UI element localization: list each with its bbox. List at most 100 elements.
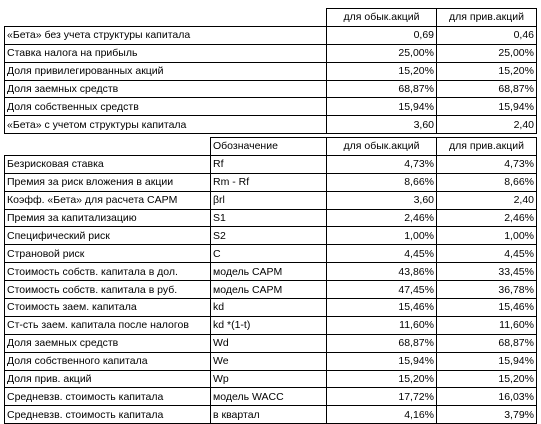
table-cell: 15,20% (436, 369, 537, 389)
table-cell: βrl (210, 190, 327, 210)
table-row: «Бета» без учета структуры капитала 0,69 0… (4, 25, 537, 45)
table-cell: Специфический риск (4, 226, 211, 246)
table-cell: Премия за риск вложения в акции (4, 172, 211, 192)
table-cell: Wp (210, 369, 327, 389)
wacc-table: Обозначение для обык.акций для прив.акций Б… (4, 137, 537, 424)
table-row: Премия за капитализацию S1 2,46% 2,46% (4, 208, 537, 228)
table-cell: 15,94% (436, 351, 537, 371)
table-cell: 68,87% (436, 79, 537, 99)
table-cell: 36,78% (436, 280, 537, 300)
table-cell: 68,87% (436, 333, 537, 353)
table-cell: 3,60 (326, 115, 437, 135)
table-cell: 68,87% (326, 333, 437, 353)
table-cell: 4,45% (326, 244, 437, 264)
table-cell: Коэфф. «Бета» для расчета CAPM (4, 190, 211, 210)
table-cell: «Бета» без учета структуры капитала (4, 25, 211, 45)
table-cell: kd *(1-t) (210, 315, 327, 335)
table-cell: 15,20% (326, 369, 437, 389)
table-cell: 17,72% (326, 387, 437, 407)
table-row: Доля прив. акций Wp 15,20% 15,20% (4, 369, 537, 389)
table-row: Стоимость собств. капитала в руб. модель … (4, 280, 537, 300)
table-cell: 8,66% (326, 172, 437, 192)
table-cell: 2,46% (436, 208, 537, 228)
column-header: Обозначение (210, 137, 327, 156)
table-row: Доля собственных средств 15,94% 15,94% (4, 97, 537, 117)
table-cell: модель CAPM (210, 280, 327, 300)
table-cell: 15,94% (436, 97, 537, 117)
table-row: Безрисковая ставка Rf 4,73% 4,73% (4, 154, 537, 174)
table-cell: 2,40 (436, 115, 537, 135)
table-header-row: для обык.акций для прив.акций (5, 8, 537, 27)
column-header: для прив.акций (436, 137, 537, 156)
table-cell: в квартал (210, 405, 327, 424)
table-cell: S2 (210, 226, 327, 246)
table-row: Премия за риск вложения в акции Rm - Rf 8,… (4, 172, 537, 192)
table-cell: kd (210, 298, 327, 317)
column-header (5, 9, 211, 27)
table-cell: 43,86% (326, 262, 437, 282)
beta-table: для обык.акций для прив.акций «Бета» без у… (4, 8, 537, 135)
table-cell: модель CAPM (210, 262, 327, 282)
table-row: Стоимость заем. капитала kd 15,46% 15,46% (4, 298, 537, 317)
table-cell: 15,94% (326, 351, 437, 371)
table-cell: Доля заемных средств (4, 79, 211, 99)
table-cell: Ставка налога на прибыль (4, 43, 211, 63)
table-row: Доля привилегированных акций 15,20% 15,20% (4, 61, 537, 81)
table-cell: «Бета» с учетом структуры капитала (4, 115, 211, 135)
table-cell: 15,20% (436, 61, 537, 81)
table-cell: Ст-сть заем. капитала после налогов (4, 315, 211, 335)
table-row: Стоимость собств. капитала в дол. модель … (4, 262, 537, 282)
table-cell: S1 (210, 208, 327, 228)
table-cell: 25,00% (436, 43, 537, 63)
table-header-row: Обозначение для обык.акций для прив.акций (5, 137, 537, 156)
table-cell (210, 79, 327, 99)
table-cell (210, 43, 327, 63)
column-header: для обык.акций (326, 8, 437, 27)
column-header (5, 138, 211, 156)
table-cell: модель WACC (210, 387, 327, 407)
column-header (211, 9, 327, 27)
table-row: Коэфф. «Бета» для расчета CAPM βrl 3,60 2,4… (4, 190, 537, 210)
table-cell: Стоимость собств. капитала в руб. (4, 280, 211, 300)
table-row: Доля заемных средств Wd 68,87% 68,87% (4, 333, 537, 353)
table-row: Средневзв. стоимость капитала в квартал 4,… (4, 405, 537, 424)
table-cell (210, 25, 327, 45)
table-cell: Wd (210, 333, 327, 353)
table-cell: 4,73% (436, 154, 537, 174)
table-row: Доля собственного капитала We 15,94% 15,94% (4, 351, 537, 371)
table-row: «Бета» с учетом структуры капитала 3,60 2,… (4, 115, 537, 135)
table-cell: 2,40 (436, 190, 537, 210)
table-cell: 0,69 (326, 25, 437, 45)
table-cell: 11,60% (326, 315, 437, 335)
table-row: Специфический риск S2 1,00% 1,00% (4, 226, 537, 246)
table-cell: 15,46% (326, 298, 437, 317)
table-cell: Стоимость собств. капитала в дол. (4, 262, 211, 282)
column-header: для обык.акций (326, 137, 437, 156)
table-cell: Доля собственного капитала (4, 351, 211, 371)
table-cell: 4,45% (436, 244, 537, 264)
table-row: Страновой риск C 4,45% 4,45% (4, 244, 537, 264)
table-cell: 15,46% (436, 298, 537, 317)
table-cell: Доля собственных средств (4, 97, 211, 117)
table-cell: 15,94% (326, 97, 437, 117)
table-cell: 2,46% (326, 208, 437, 228)
table-row: Доля заемных средств 68,87% 68,87% (4, 79, 537, 99)
table-cell: Средневзв. стоимость капитала (4, 387, 211, 407)
table-cell: Средневзв. стоимость капитала (4, 405, 211, 424)
table-row: Средневзв. стоимость капитала модель WACC… (4, 387, 537, 407)
table-cell: Доля привилегированных акций (4, 61, 211, 81)
table-cell: Стоимость заем. капитала (4, 298, 211, 317)
table-cell: 15,20% (326, 61, 437, 81)
table-cell: C (210, 244, 327, 264)
column-header: для прив.акций (436, 8, 537, 27)
table-cell: We (210, 351, 327, 371)
table-cell: 33,45% (436, 262, 537, 282)
table-cell (210, 115, 327, 135)
table-row: Ст-сть заем. капитала после налогов kd *(… (4, 315, 537, 335)
table-cell: 1,00% (326, 226, 437, 246)
table-cell: 8,66% (436, 172, 537, 192)
table-cell: Страновой риск (4, 244, 211, 264)
table-cell: Rm - Rf (210, 172, 327, 192)
table-cell: 3,79% (436, 405, 537, 424)
table-cell (210, 61, 327, 81)
